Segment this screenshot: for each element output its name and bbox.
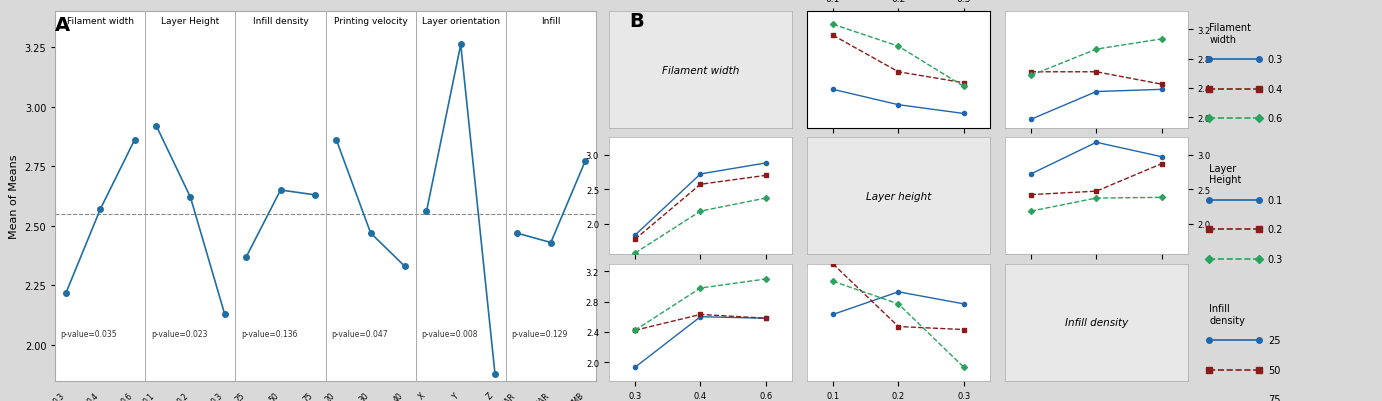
- Text: p-value=0.008: p-value=0.008: [422, 329, 478, 338]
- Text: Filament width: Filament width: [66, 17, 134, 26]
- Text: p-value=0.035: p-value=0.035: [61, 329, 117, 338]
- Text: 0.4: 0.4: [1267, 85, 1282, 95]
- Text: 0.3: 0.3: [1267, 55, 1282, 65]
- Text: p-value=0.136: p-value=0.136: [240, 329, 297, 338]
- Text: Infill density: Infill density: [1064, 318, 1128, 328]
- Text: A: A: [55, 16, 70, 35]
- Text: p-value=0.129: p-value=0.129: [511, 329, 568, 338]
- Text: 0.2: 0.2: [1267, 225, 1282, 235]
- Text: Infill
density: Infill density: [1209, 304, 1245, 325]
- Text: p-value=0.023: p-value=0.023: [151, 329, 207, 338]
- Text: Layer
Height: Layer Height: [1209, 163, 1241, 185]
- Text: Layer height: Layer height: [865, 192, 931, 201]
- Text: Layer orientation: Layer orientation: [422, 17, 500, 26]
- Text: Infill: Infill: [542, 17, 561, 26]
- Text: 75: 75: [1267, 395, 1280, 401]
- Text: 50: 50: [1267, 365, 1280, 375]
- Text: 0.6: 0.6: [1267, 114, 1282, 124]
- Y-axis label: Mean of Means: Mean of Means: [8, 154, 19, 239]
- Text: Filament
width: Filament width: [1209, 23, 1251, 45]
- Text: Infill density: Infill density: [253, 17, 308, 26]
- Text: 0.1: 0.1: [1267, 195, 1282, 205]
- Text: Printing velocity: Printing velocity: [334, 17, 408, 26]
- Text: Layer Height: Layer Height: [162, 17, 220, 26]
- Text: p-value=0.047: p-value=0.047: [332, 329, 387, 338]
- Text: 0.3: 0.3: [1267, 254, 1282, 264]
- Text: B: B: [629, 12, 644, 31]
- Text: 25: 25: [1267, 335, 1280, 345]
- Text: Filament width: Filament width: [662, 65, 739, 75]
